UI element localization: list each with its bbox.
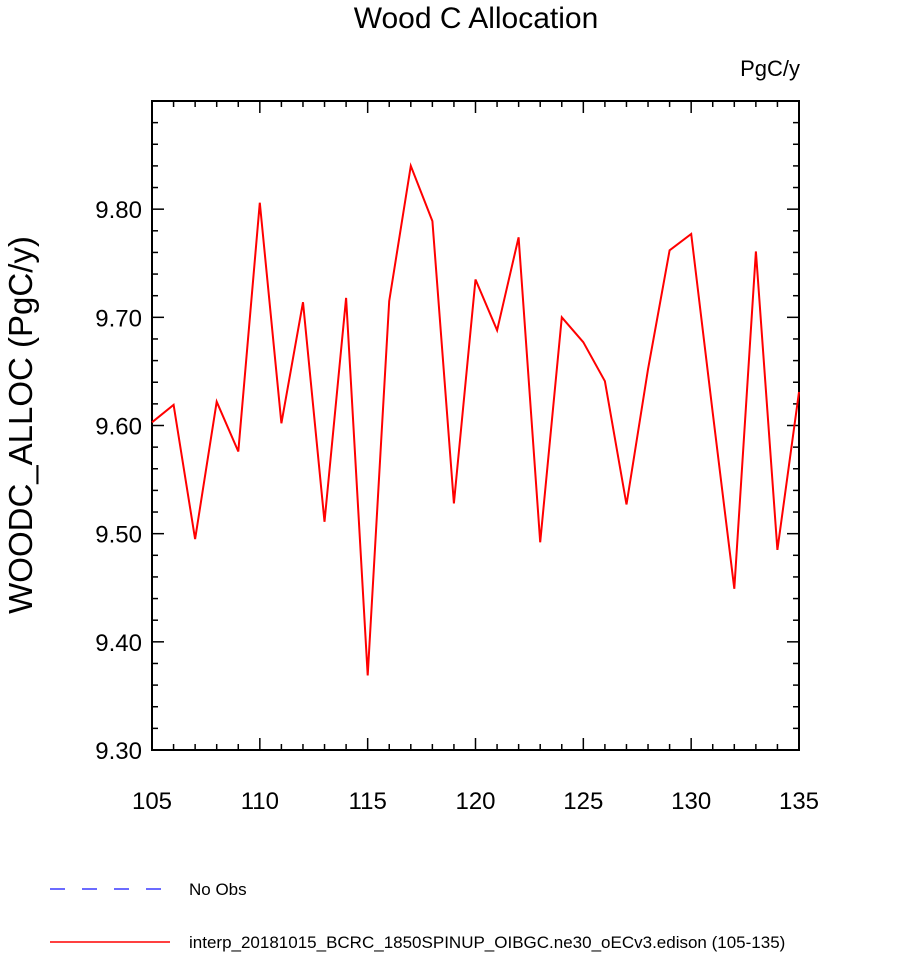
units-label: PgC/y — [740, 56, 800, 81]
y-tick-label: 9.80 — [95, 197, 142, 224]
x-tick-label: 110 — [241, 788, 279, 815]
y-tick-label: 9.40 — [95, 630, 142, 657]
x-tick-label: 130 — [671, 788, 711, 815]
x-tick-label: 105 — [132, 788, 172, 815]
y-axis-label: WOODC_ALLOC (PgC/y) — [2, 236, 39, 614]
legend-label: interp_20181015_BCRC_1850SPINUP_OIBGC.ne… — [189, 933, 785, 952]
x-tick-label: 125 — [563, 788, 603, 815]
x-tick-label: 120 — [455, 788, 495, 815]
y-tick-label: 9.30 — [95, 738, 142, 765]
legend-label: No Obs — [189, 880, 247, 899]
x-tick-label: 135 — [779, 788, 819, 815]
series-line — [151, 162, 800, 676]
y-tick-label: 9.50 — [95, 522, 142, 549]
series-group — [151, 162, 800, 676]
chart-title: Wood C Allocation — [354, 2, 599, 35]
x-tick-label: 115 — [349, 788, 387, 815]
plot-frame — [151, 100, 800, 751]
y-tick-label: 9.60 — [95, 414, 142, 441]
legend: No Obs interp_20181015_BCRC_1850SPINUP_OI… — [50, 880, 785, 952]
y-tick-label: 9.70 — [95, 305, 142, 332]
axis-ticks — [151, 100, 800, 751]
tick-labels: 105 110 115 120 125 130 135 9.30 9.40 9.50 9.60 9.7… — [95, 197, 819, 815]
